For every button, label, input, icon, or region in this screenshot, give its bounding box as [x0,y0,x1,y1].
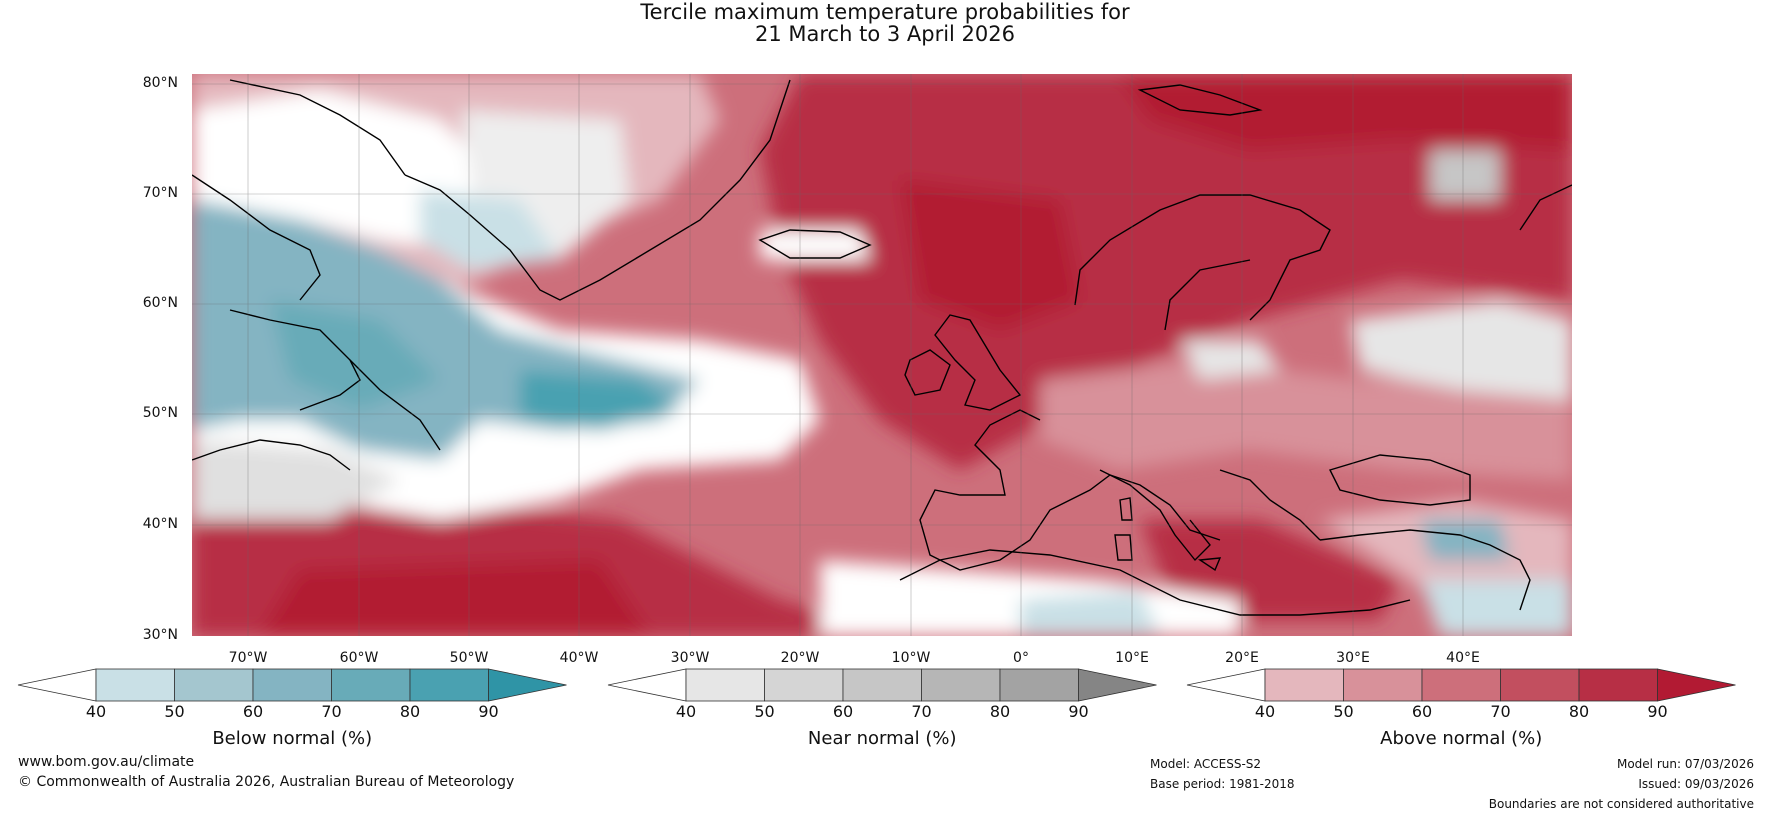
lon-label-70w: 70°W [228,650,268,666]
gridlines [192,74,1572,636]
region-above-80 [760,74,1572,470]
below-normal-colorbar-segment [331,668,411,702]
region-near-normal-barents [1430,150,1500,200]
lat-label-50n: 50°N [142,405,178,421]
lon-label-40w: 40°W [559,650,599,666]
near-normal-tick-label: 50 [754,702,775,721]
region-below-50-arabia [1420,580,1572,636]
region-above-90-arctic [1120,74,1572,150]
above-normal-tick-label: 40 [1254,702,1276,721]
region-near-normal-grey-east-coast [192,440,400,520]
lat-label-40n: 40°N [142,516,178,532]
region-above-90-subtropics [260,560,650,636]
near-normal-colorbar-segment [921,668,1001,702]
lon-label-20e: 20°E [1225,650,1259,666]
above-normal-colorbar-segment [1421,668,1501,702]
lat-label-30n: 30°N [142,627,178,643]
below-normal-tick-label: 40 [85,702,107,721]
region-below-70-anatolia [1420,520,1510,560]
region-above-60-central-europe [1040,360,1572,480]
below-normal-colorbar-label: Below normal (%) [212,728,373,749]
region-below-80-labrador-sea [270,300,440,410]
region-below-90-north-atlantic [520,370,680,430]
near-normal-colorbar-label: Near normal (%) [807,728,957,749]
near-normal-colorbar-segment [764,668,844,702]
chart-title-line2: 21 March to 3 April 2026 [755,22,1015,46]
above-normal-colorbar-segment [1500,668,1580,702]
lon-label-0: 0° [1013,650,1029,666]
below-normal-colorbar-segment [174,668,254,702]
lon-label-50w: 50°W [449,650,489,666]
near-normal-colorbar-high-arrow [1078,668,1157,702]
below-normal-tick-label: 90 [478,702,499,721]
below-normal-colorbar-segment [252,668,332,702]
near-normal-tick-label: 70 [911,702,932,721]
above-normal-tick-label: 90 [1647,702,1668,721]
below-normal-colorbar-high-arrow [488,668,567,702]
lat-label-60n: 60°N [142,295,178,311]
lon-label-10w: 10°W [891,650,931,666]
chart-title-line1: Tercile maximum temperature probabilitie… [640,0,1130,24]
region-below-50-greenland [420,190,560,270]
lat-label-80n: 80°N [142,75,178,91]
lon-label-60w: 60°W [339,650,379,666]
lon-label-20w: 20°W [780,650,820,666]
above-normal-tick-label: 50 [1333,702,1354,721]
lon-label-10e: 10°E [1115,650,1149,666]
region-below-50-sahara [1020,590,1160,636]
above-normal-colorbar-segment [1343,668,1423,702]
coastlines [192,79,1572,616]
below-normal-tick-label: 80 [399,702,421,721]
below-normal-colorbar-segment [95,668,175,702]
region-near-normal-baltic [1180,340,1280,380]
above-normal-tick-label: 70 [1490,702,1511,721]
lon-label-30e: 30°E [1336,650,1370,666]
above-normal-colorbar-label: Above normal (%) [1380,728,1543,749]
near-normal-tick-label: 60 [832,702,854,721]
near-normal-colorbar-segment [999,668,1079,702]
below-normal-colorbar-low-arrow [17,668,97,702]
below-normal-tick-label: 60 [242,702,264,721]
near-normal-tick-label: 40 [675,702,697,721]
above-normal-tick-label: 80 [1568,702,1590,721]
near-normal-colorbar-segment [685,668,765,702]
footer-website: www.bom.gov.au/climate [18,754,195,770]
footer-base-period: Base period: 1981-2018 [1150,777,1295,791]
above-normal-colorbar-low-arrow [1186,668,1266,702]
above-normal-colorbar-segment [1578,668,1658,702]
region-near-normal-russia [1350,300,1572,400]
footer-disclaimer: Boundaries are not considered authoritat… [1488,797,1754,811]
near-normal-tick-label: 80 [989,702,1011,721]
near-normal-colorbar-low-arrow [607,668,687,702]
footer-issued: Issued: 09/03/2026 [1638,777,1754,791]
below-normal-tick-label: 70 [321,702,342,721]
above-normal-colorbar-high-arrow [1657,668,1736,702]
footer-model: Model: ACCESS-S2 [1150,757,1262,771]
lon-label-30w: 30°W [670,650,710,666]
above-normal-tick-label: 60 [1411,702,1433,721]
lat-label-70n: 70°N [142,185,178,201]
below-normal-tick-label: 50 [164,702,185,721]
above-normal-colorbar-segment [1264,668,1344,702]
footer-model-run: Model run: 07/03/2026 [1616,757,1754,771]
near-normal-colorbar-segment [842,668,922,702]
lon-label-40e: 40°E [1446,650,1480,666]
region-near-normal-iceland [760,230,870,260]
near-normal-tick-label: 90 [1068,702,1089,721]
below-normal-colorbar-segment [409,668,489,702]
footer-copyright: © Commonwealth of Australia 2026, Austra… [18,774,515,790]
region-above-90-norway [900,180,1080,330]
